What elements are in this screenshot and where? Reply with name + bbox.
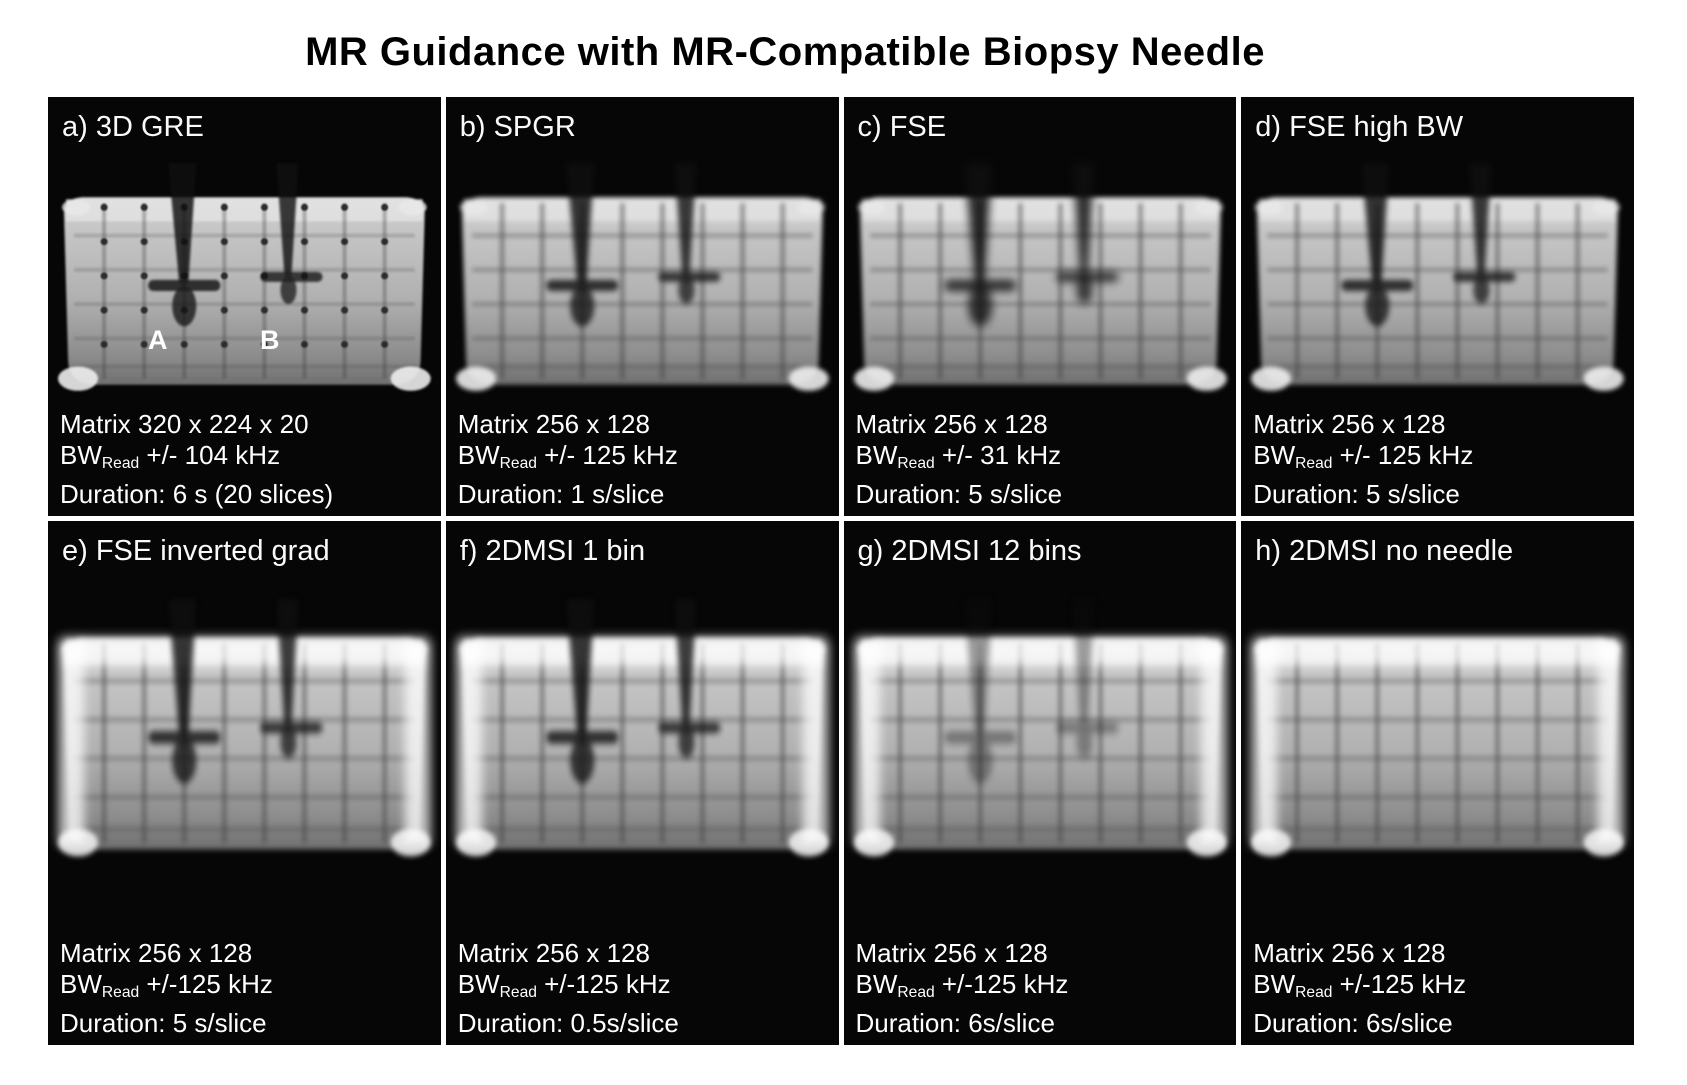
panel-metadata: Matrix 256 x 128 BWRead +/-125 kHz Durat… bbox=[60, 938, 273, 1039]
panel-f: f) 2DMSI 1 bin Matrix 256 x 128 BWRead +… bbox=[445, 521, 839, 1045]
panel-label: f) 2DMSI 1 bin bbox=[459, 535, 646, 567]
duration-text: Duration: 1 s/slice bbox=[457, 479, 665, 509]
duration-text: Duration: 5 s/slice bbox=[1253, 479, 1460, 509]
panel-label: e) FSE inverted grad bbox=[62, 535, 330, 567]
bandwidth-text: BWRead +/-125 kHz bbox=[1253, 969, 1467, 1001]
duration-text: Duration: 5 s/slice bbox=[855, 479, 1063, 509]
mr-phantom-image bbox=[1241, 599, 1634, 895]
panel-metadata: Matrix 320 x 224 x 20 BWRead +/- 104 kHz… bbox=[60, 409, 333, 510]
panel-label: a) 3D GRE bbox=[62, 111, 204, 143]
needle-annotation-a: A bbox=[148, 325, 168, 355]
panel-metadata: Matrix 256 x 128 BWRead +/- 125 kHz Dura… bbox=[1253, 409, 1473, 510]
mr-phantom-image bbox=[48, 163, 441, 425]
panel-c: c) FSE Matrix 256 x 128 BWRead +/- 31 kH… bbox=[843, 97, 1237, 516]
matrix-text: Matrix 256 x 128 bbox=[855, 938, 1048, 969]
bandwidth-text: BWRead +/- 31 kHz bbox=[855, 440, 1062, 472]
duration-text: Duration: 0.5s/slice bbox=[457, 1008, 679, 1038]
mr-phantom-image bbox=[844, 163, 1237, 425]
needle-annotation-b: B bbox=[260, 325, 280, 355]
bandwidth-text: BWRead +/-125 kHz bbox=[457, 969, 671, 1001]
bandwidth-text: BWRead +/- 104 kHz bbox=[60, 440, 281, 472]
panel-g: g) 2DMSI 12 bins Matrix 256 x 128 BWRead… bbox=[843, 521, 1237, 1045]
panel-label: c) FSE bbox=[857, 111, 947, 143]
matrix-text: Matrix 320 x 224 x 20 bbox=[60, 409, 309, 440]
mr-phantom-image bbox=[446, 163, 839, 425]
figure-title: MR Guidance with MR-Compatible Biopsy Ne… bbox=[305, 30, 1265, 74]
matrix-text: Matrix 256 x 128 bbox=[457, 938, 650, 969]
mr-phantom-image bbox=[1241, 163, 1634, 425]
panel-label: g) 2DMSI 12 bins bbox=[857, 535, 1082, 567]
duration-text: Duration: 6 s (20 slices) bbox=[60, 479, 334, 509]
duration-text: Duration: 5 s/slice bbox=[60, 1008, 267, 1038]
matrix-text: Matrix 256 x 128 bbox=[1253, 938, 1446, 969]
panel-h: h) 2DMSI no needle Matrix 256 x 128 BWRe… bbox=[1241, 521, 1634, 1045]
panel-label: b) SPGR bbox=[459, 111, 576, 143]
matrix-text: Matrix 256 x 128 bbox=[60, 938, 253, 969]
bandwidth-text: BWRead +/-125 kHz bbox=[60, 969, 273, 1001]
panel-metadata: Matrix 256 x 128 BWRead +/- 31 kHz Durat… bbox=[856, 409, 1063, 510]
panel-grid: a) 3D GRE A B Matrix 320 x 224 x 20 BWRe… bbox=[48, 97, 1634, 1045]
matrix-text: Matrix 256 x 128 bbox=[457, 409, 650, 440]
panel-metadata: Matrix 256 x 128 BWRead +/-125 kHz Durat… bbox=[856, 938, 1069, 1039]
bandwidth-text: BWRead +/- 125 kHz bbox=[457, 440, 678, 472]
duration-text: Duration: 6s/slice bbox=[1253, 1008, 1453, 1038]
panel-e: e) FSE inverted grad Matrix 256 x 128 BW… bbox=[48, 521, 441, 1045]
panel-b: b) SPGR Matrix 256 x 128 BWRead +/- 125 … bbox=[445, 97, 839, 516]
panel-metadata: Matrix 256 x 128 BWRead +/-125 kHz Durat… bbox=[458, 938, 679, 1039]
mr-phantom-image bbox=[48, 599, 441, 895]
matrix-text: Matrix 256 x 128 bbox=[1253, 409, 1446, 440]
mr-phantom-image bbox=[844, 599, 1237, 895]
bandwidth-text: BWRead +/-125 kHz bbox=[855, 969, 1069, 1001]
matrix-text: Matrix 256 x 128 bbox=[855, 409, 1048, 440]
panel-metadata: Matrix 256 x 128 BWRead +/-125 kHz Durat… bbox=[1253, 938, 1466, 1039]
panel-label: d) FSE high BW bbox=[1255, 111, 1464, 143]
panel-metadata: Matrix 256 x 128 BWRead +/- 125 kHz Dura… bbox=[458, 409, 678, 510]
mr-phantom-image bbox=[446, 599, 839, 895]
panel-label: h) 2DMSI no needle bbox=[1255, 535, 1514, 567]
panel-d: d) FSE high BW Matrix 256 x 128 BWRead +… bbox=[1241, 97, 1634, 516]
duration-text: Duration: 6s/slice bbox=[855, 1008, 1055, 1038]
bandwidth-text: BWRead +/- 125 kHz bbox=[1253, 440, 1474, 472]
panel-a: a) 3D GRE A B Matrix 320 x 224 x 20 BWRe… bbox=[48, 97, 441, 516]
